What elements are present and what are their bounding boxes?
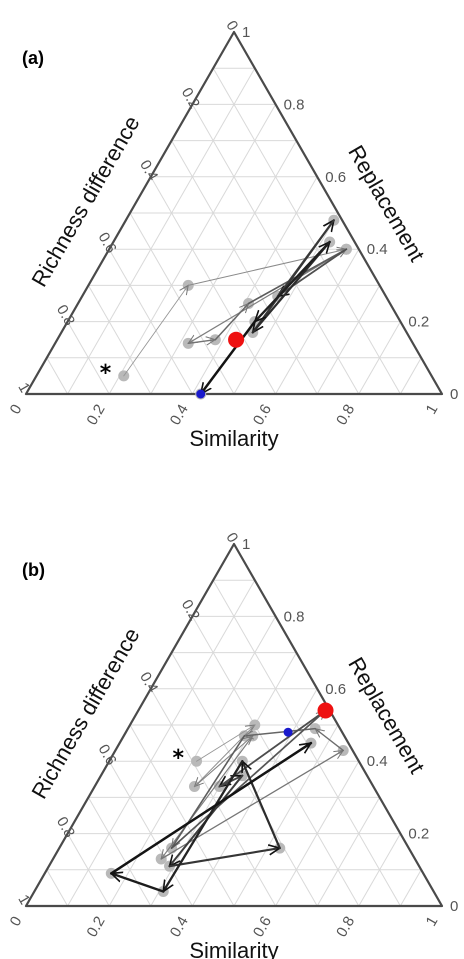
start-point	[283, 727, 293, 737]
tick-label-replacement: 0.8	[284, 96, 305, 113]
end-point	[317, 702, 334, 719]
tick-label-replacement: 0	[450, 898, 458, 915]
grid-line	[67, 833, 110, 907]
tick-label-similarity: 0.4	[167, 402, 192, 429]
tick-label-richness: 0	[222, 18, 241, 34]
tick-label-similarity: 0.2	[84, 402, 109, 429]
grid-line	[316, 797, 381, 907]
tick-label-similarity: 0	[7, 914, 26, 930]
tick-label-replacement: 0.4	[367, 241, 388, 258]
axis-title-richness: Richness difference	[26, 112, 144, 291]
axis-title-similarity: Similarity	[189, 426, 278, 451]
trajectory-arrow	[193, 736, 252, 788]
grid-line	[316, 285, 381, 395]
tick-label-richness: 0.8	[53, 302, 78, 329]
axis-title-richness: Richness difference	[26, 624, 144, 803]
ternary-frame	[24, 542, 444, 908]
tick-label-replacement: 0.2	[408, 314, 429, 331]
ternary-panel-b: 0 0.2 0.4 0.6 0.8 100.20.40.60.8110.80.60.40.…	[7, 530, 459, 959]
trajectory-arrow	[241, 761, 281, 850]
grid	[46, 67, 422, 395]
tick-label-replacement: 0	[450, 386, 458, 403]
trajectory-arrow	[315, 729, 344, 752]
tick-label-richness: 0.6	[95, 230, 120, 257]
trajectory-arrow	[219, 709, 327, 787]
tick-label-similarity: 0.8	[333, 914, 358, 941]
trajectory-arrow	[187, 249, 346, 286]
tick-label-richness: 0.2	[178, 85, 203, 112]
tick-label-replacement: 1	[242, 24, 250, 41]
grid-line	[108, 248, 193, 395]
grid-line	[129, 724, 235, 907]
grid-line	[67, 579, 256, 907]
tick-label-similarity: 1	[423, 402, 442, 418]
grid	[46, 579, 422, 907]
trajectory-arrow	[188, 248, 347, 343]
annotation-asterisk: *	[173, 746, 185, 771]
trajectory-arrow	[162, 760, 244, 891]
tick-label-richness: 0.2	[178, 597, 203, 624]
tick-label-replacement: 0.6	[325, 169, 346, 186]
grid-line	[87, 797, 152, 907]
grid-line	[171, 140, 318, 395]
grid-line	[358, 321, 401, 395]
trajectory-arrow	[170, 709, 326, 849]
trajectory	[118, 214, 352, 400]
tick-label-replacement: 0.8	[284, 608, 305, 625]
tick-label-richness: 0.8	[53, 814, 78, 841]
trajectory-arrow	[111, 873, 165, 893]
tick-label-similarity: 1	[423, 914, 442, 930]
start-point	[196, 389, 206, 399]
trajectory-arrow	[123, 285, 188, 377]
grid-line	[129, 212, 235, 395]
panel-label: (a)	[22, 48, 44, 68]
ternary-frame	[24, 30, 444, 396]
trajectory-arrow	[255, 240, 331, 322]
grid-line	[46, 869, 69, 907]
tick-label-replacement: 1	[242, 536, 250, 553]
trajectory-arrow	[110, 741, 311, 875]
tick-label-replacement: 0.4	[367, 753, 388, 770]
axis-title-similarity: Similarity	[189, 938, 278, 959]
grid-line	[67, 321, 110, 395]
grid-line	[275, 760, 360, 907]
grid-line	[399, 869, 422, 907]
tick-label-replacement: 0.6	[325, 681, 346, 698]
trajectory	[105, 705, 349, 898]
trajectory-arrow	[196, 725, 255, 762]
grid-line	[87, 285, 152, 395]
grid-line	[108, 760, 193, 907]
tick-label-richness: 0.4	[136, 669, 161, 696]
trajectory-arrow	[160, 749, 343, 860]
grid-line	[212, 67, 401, 395]
tick-label-similarity: 0.4	[167, 914, 192, 941]
tick-label-similarity: 0.2	[84, 914, 109, 941]
annotation-asterisk: *	[100, 361, 112, 386]
tick-label-richness: 0.4	[136, 157, 161, 184]
ternary-panel-a: 0 0.2 0.4 0.6 0.8 100.20.40.60.8110.80.60.40.…	[7, 18, 459, 451]
trajectory-arrow	[253, 219, 335, 332]
trajectory-arrow	[168, 848, 280, 868]
trajectory-arrow	[187, 340, 215, 344]
end-point	[228, 331, 245, 348]
grid-line	[233, 724, 339, 907]
trajectory-arrow	[214, 304, 248, 341]
tick-label-richness: 0	[222, 530, 241, 546]
grid-line	[46, 357, 69, 395]
grid-line	[67, 67, 256, 395]
trajectory-arrow	[199, 320, 257, 394]
tick-label-similarity: 0.8	[333, 402, 358, 429]
tick-label-replacement: 0.2	[408, 826, 429, 843]
grid-line	[399, 357, 422, 395]
grid-line	[275, 248, 360, 395]
tick-label-similarity: 0.6	[250, 402, 275, 429]
tick-label-similarity: 0	[7, 402, 26, 418]
tick-label-similarity: 0.6	[250, 914, 275, 941]
trajectory-arrow	[170, 735, 246, 848]
grid-line	[358, 833, 401, 907]
panel-label: (b)	[22, 560, 45, 580]
grid-line	[150, 140, 297, 395]
tick-label-richness: 0.6	[95, 742, 120, 769]
